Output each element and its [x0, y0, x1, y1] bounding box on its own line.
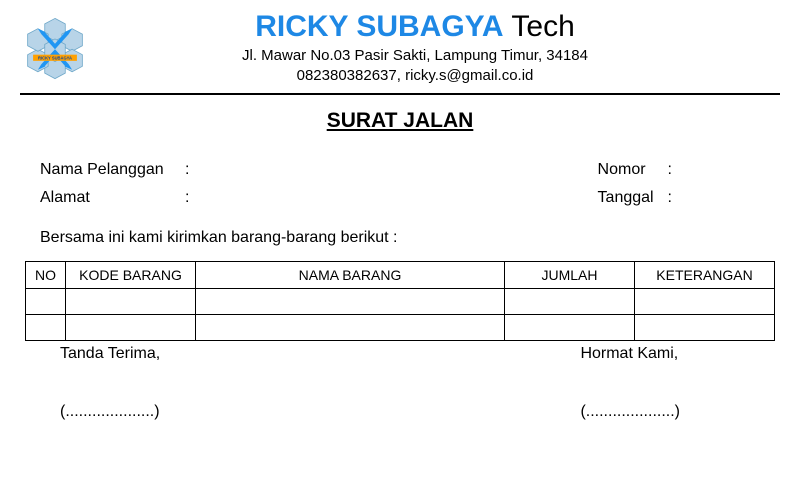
company-address-1: Jl. Mawar No.03 Pasir Sakti, Lampung Tim… [120, 46, 710, 66]
cell-nama [196, 289, 505, 315]
cell-kode [66, 315, 196, 341]
signature-right: Hormat Kami, (....................) [580, 345, 740, 421]
company-address-2: 082380382637, ricky.s@gmail.co.id [120, 66, 710, 86]
table-row [26, 315, 775, 341]
signature-left: Tanda Terima, (....................) [60, 345, 160, 421]
label-nomor: Nomor [598, 161, 668, 179]
cell-ket [635, 315, 775, 341]
company-logo: RICKY SUBAGYA [20, 15, 90, 80]
col-jumlah: JUMLAH [505, 262, 635, 289]
cell-kode [66, 289, 196, 315]
sig-right-label: Hormat Kami, [580, 345, 680, 363]
company-name-main: RICKY SUBAGYA [255, 10, 503, 43]
info-row-1: Nama Pelanggan : Nomor : [20, 161, 780, 179]
company-info: RICKY SUBAGYA Tech Jl. Mawar No.03 Pasir… [120, 10, 780, 85]
cell-ket [635, 289, 775, 315]
sig-left-line: (....................) [60, 403, 160, 421]
colon: : [185, 161, 189, 179]
intro-text: Bersama ini kami kirimkan barang-barang … [20, 229, 780, 247]
colon: : [185, 189, 189, 207]
colon: : [668, 161, 672, 179]
col-nama: NAMA BARANG [196, 262, 505, 289]
cell-jumlah [505, 315, 635, 341]
cell-no [26, 315, 66, 341]
col-kode: KODE BARANG [66, 262, 196, 289]
logo-caption: RICKY SUBAGYA [38, 55, 72, 60]
cell-no [26, 289, 66, 315]
company-name: RICKY SUBAGYA Tech [120, 10, 710, 44]
sig-left-label: Tanda Terima, [60, 345, 160, 363]
table-row [26, 289, 775, 315]
items-table: NO KODE BARANG NAMA BARANG JUMLAH KETERA… [25, 261, 775, 341]
cell-nama [196, 315, 505, 341]
document-title: SURAT JALAN [20, 109, 780, 133]
sig-right-line: (....................) [580, 403, 680, 421]
label-nama-pelanggan: Nama Pelanggan [40, 161, 185, 179]
info-row-2: Alamat : Tanggal : [20, 189, 780, 207]
label-tanggal: Tanggal [598, 189, 668, 207]
label-alamat: Alamat [40, 189, 185, 207]
colon: : [668, 189, 672, 207]
signatures: Tanda Terima, (....................) Hor… [20, 341, 780, 421]
col-ket: KETERANGAN [635, 262, 775, 289]
company-name-suffix: Tech [504, 10, 575, 43]
letterhead: RICKY SUBAGYA RICKY SUBAGYA Tech Jl. Maw… [20, 10, 780, 95]
col-no: NO [26, 262, 66, 289]
table-header-row: NO KODE BARANG NAMA BARANG JUMLAH KETERA… [26, 262, 775, 289]
cell-jumlah [505, 289, 635, 315]
